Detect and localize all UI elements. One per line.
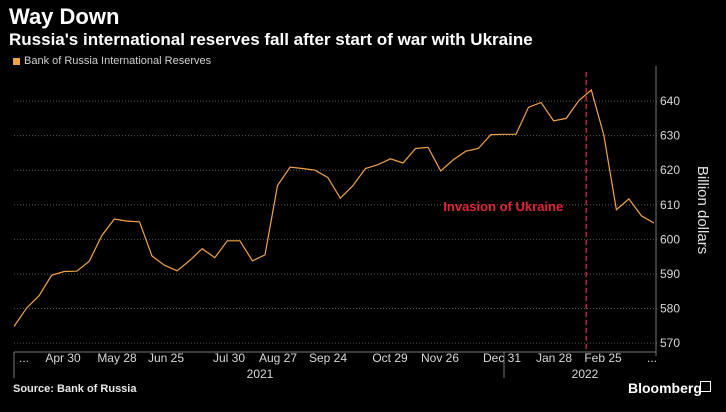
y-tick-label: 590 [660,267,680,281]
legend: Bank of Russia International Reserves [13,55,211,67]
invasion-annotation: Invasion of Ukraine [443,199,563,214]
reserves-series-line [13,88,655,327]
legend-swatch [13,57,20,65]
x-tick-label: Oct 29 [372,351,408,365]
x-tick-label: Jan 28 [536,351,572,365]
y-tick-label: 570 [660,336,680,350]
x-tick-label: Jul 30 [213,351,245,365]
x-tick-label: ... [19,351,29,365]
source-note: Source: Bank of Russia [13,383,137,395]
x-tick-label: Nov 26 [421,351,459,365]
chart-title: Way Down [9,4,120,29]
y-tick-label: 630 [660,129,680,143]
y-tick-label: 610 [660,198,680,212]
x-year-label: 2022 [572,367,599,381]
x-year-label: 2021 [247,367,274,381]
y-axis-title: Billion dollars [694,166,711,254]
x-tick-label: Dec 31 [483,351,521,365]
y-tick-label: 640 [660,94,680,108]
legend-label: Bank of Russia International Reserves [24,55,212,67]
y-tick-label: 600 [660,232,680,246]
x-tick-label: Feb 25 [584,351,622,365]
chart-subtitle: Russia's international reserves fall aft… [9,30,533,49]
x-tick-label: May 28 [97,351,137,365]
bloomberg-box-icon [700,381,711,392]
y-tick-label: 620 [660,163,680,177]
x-tick-label: Jun 25 [148,351,184,365]
x-tick-label: Aug 27 [259,351,297,365]
y-tick-label: 580 [660,302,680,316]
x-tick-label: ... [647,351,657,365]
bloomberg-logo: Bloomberg [628,380,702,396]
x-tick-label: Apr 30 [45,351,81,365]
x-tick-label: Sep 24 [309,351,347,365]
